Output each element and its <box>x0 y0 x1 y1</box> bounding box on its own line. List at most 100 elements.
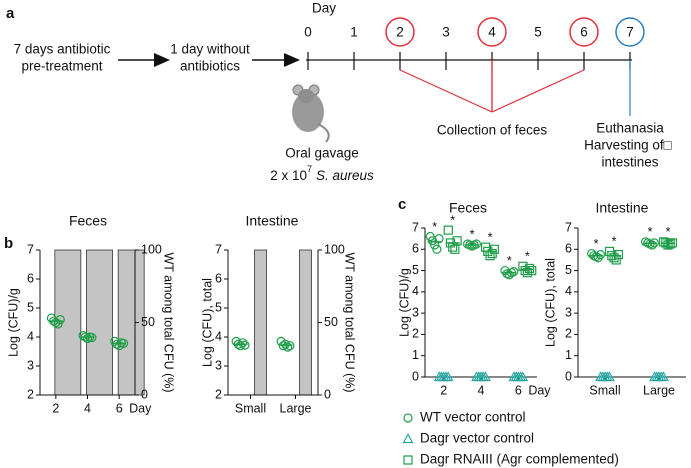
step-text: 7 days antibiotic <box>14 42 111 57</box>
day-title: Day <box>312 1 336 16</box>
day-label: 6 <box>580 25 588 40</box>
point <box>240 340 250 350</box>
day-circle <box>385 17 415 47</box>
y-tick-label: 5 <box>565 263 572 277</box>
significance-star: * <box>432 220 437 234</box>
point <box>55 315 65 325</box>
point <box>471 239 481 249</box>
point <box>82 333 93 344</box>
harvest-text: intestines <box>601 155 658 170</box>
day-label: 2 <box>396 25 404 40</box>
y-tick-label: 6 <box>565 242 572 256</box>
point <box>595 250 606 260</box>
y-tick-label: 5 <box>412 263 419 277</box>
y2-axis-label: WT among total CFU (%) <box>162 252 176 392</box>
y-tick-label: 4 <box>565 284 572 298</box>
point <box>403 455 413 465</box>
bar <box>299 249 312 396</box>
day-circle <box>477 17 507 47</box>
y-tick-label: 2 <box>412 327 419 341</box>
chart-title: Feces <box>69 213 107 229</box>
day-label: 3 <box>442 25 450 40</box>
significance-star: * <box>594 237 599 251</box>
bar <box>86 249 113 396</box>
collection-line <box>491 69 585 113</box>
y-tick-label: 7 <box>27 242 34 256</box>
point <box>430 240 440 250</box>
day-label: 7 <box>626 25 634 40</box>
significance-star: * <box>450 213 455 227</box>
point <box>647 240 657 250</box>
y-axis-label: Log (CFU), total <box>200 278 214 367</box>
y-tick-label: 7 <box>215 242 222 256</box>
bar <box>117 249 145 396</box>
panel-label: a <box>6 5 15 22</box>
y-tick-label: 7 <box>565 220 572 234</box>
point <box>434 234 444 244</box>
bar <box>54 249 82 396</box>
day-circle <box>569 17 599 47</box>
y-tick-label: 0 <box>565 369 572 383</box>
species: S. aureus <box>316 168 374 183</box>
day-label: 5 <box>534 25 542 40</box>
y-tick-label: 2 <box>215 387 222 401</box>
point <box>53 319 63 329</box>
x-tick-label: Large <box>643 383 675 397</box>
x-tick-label: 2 <box>440 383 447 397</box>
y-axis-label: Log (CFU), total <box>543 258 557 347</box>
y-tick-label: 6 <box>215 271 222 285</box>
dose-text: 2 x 107 S. aureus <box>270 164 374 182</box>
y2-axis-label: WT among total CFU (%) <box>343 252 357 392</box>
legend-label: WT vector control <box>420 410 526 425</box>
day-label: 1 <box>350 25 358 40</box>
step-text: 1 day without <box>170 42 250 57</box>
x-tick-label: 2 <box>52 401 59 415</box>
point <box>114 341 124 351</box>
x-tick-label: 4 <box>478 383 485 397</box>
x-tick-label: 6 <box>515 383 522 397</box>
x-tick-label: Small <box>589 383 620 397</box>
collection-line <box>399 69 493 113</box>
chart-title: Intestine <box>596 200 649 216</box>
significance-star: * <box>507 254 512 268</box>
point <box>283 342 293 352</box>
panel-label: b <box>4 235 13 252</box>
point <box>402 433 414 444</box>
step-text: pre-treatment <box>21 59 102 74</box>
y2-tick-label: 100 <box>141 242 162 256</box>
x-tick-label: 4 <box>84 401 91 415</box>
x-axis-label: Day <box>129 401 152 415</box>
y-tick-label: 1 <box>565 348 572 362</box>
arrow-head <box>154 53 170 67</box>
y-tick-label: 5 <box>215 300 222 314</box>
point <box>509 267 519 277</box>
point <box>527 265 537 276</box>
y-tick-label: 3 <box>565 305 572 319</box>
point <box>613 250 624 260</box>
y-tick-label: 3 <box>412 305 419 319</box>
point <box>524 263 535 274</box>
point <box>489 244 499 254</box>
y-tick-label: 3 <box>27 358 34 372</box>
arrow-head <box>284 53 300 67</box>
point <box>235 341 246 351</box>
x-axis-label: Day <box>528 383 551 397</box>
legend-label: Dagr vector control <box>420 431 534 446</box>
harvest-text: Harvesting of□ <box>584 138 672 153</box>
x-tick-label: Large <box>280 401 312 415</box>
harvest-text: Euthanasia <box>596 121 664 136</box>
point <box>427 236 438 246</box>
x-tick-label: 6 <box>116 401 123 415</box>
y2-tick-label: 50 <box>324 315 338 329</box>
y-tick-label: 2 <box>565 327 572 341</box>
legend-label: Dagr RNAIII (Agr complemented) <box>420 452 619 467</box>
dose: 2 x 10 <box>270 168 307 183</box>
significance-star: * <box>666 225 671 239</box>
y-tick-label: 4 <box>27 329 34 343</box>
y-axis-label: Log (CFU)/g <box>397 268 411 337</box>
day-label: 4 <box>488 25 496 40</box>
y-tick-label: 1 <box>412 348 419 362</box>
y-tick-label: 3 <box>215 358 222 372</box>
day-label: 0 <box>304 25 312 40</box>
